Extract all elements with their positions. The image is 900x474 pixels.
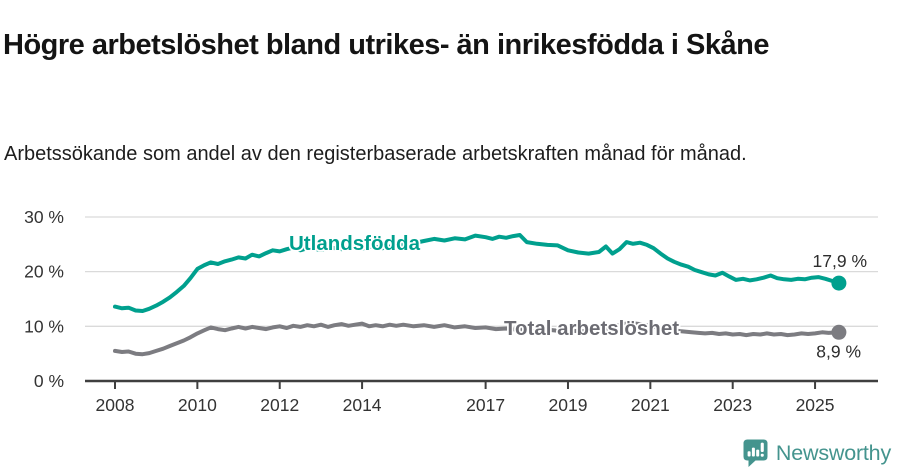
x-axis-tick-label: 2017 — [466, 395, 505, 415]
x-axis-tick-label: 2014 — [343, 395, 382, 415]
newsworthy-brand[interactable]: Newsworthy — [743, 439, 891, 468]
x-axis-tick-label: 2010 — [178, 395, 217, 415]
series-line-total — [113, 321, 841, 357]
series-line-utlandsfodda — [113, 233, 841, 313]
x-axis-tick-label: 2019 — [549, 395, 588, 415]
x-axis-tick-label: 2025 — [796, 395, 835, 415]
x-axis-tick-label: 2023 — [713, 395, 752, 415]
series-inline-label: Utlandsfödda — [289, 232, 421, 255]
series-end-value-label: 17,9 % — [813, 251, 867, 271]
series-end-dot — [831, 324, 847, 340]
chart-title: Högre arbetslöshet bland utrikes- än inr… — [3, 29, 769, 62]
x-axis-tick-label: 2021 — [631, 395, 670, 415]
y-axis-tick-label: 10 % — [24, 316, 64, 336]
series-inline-label: Total arbetslöshet — [504, 317, 679, 340]
x-axis-tick-label: 2008 — [96, 395, 135, 415]
x-axis-tick-label: 2012 — [260, 395, 299, 415]
y-axis-tick-label: 0 % — [34, 371, 64, 391]
chart-subtitle: Arbetssökande som andel av den registerb… — [4, 143, 747, 165]
brand-name-label: Newsworthy — [775, 441, 891, 465]
series-end-value-label: 8,9 % — [816, 341, 861, 361]
y-axis-tick-label: 30 % — [24, 207, 64, 227]
y-axis-tick-label: 20 % — [24, 262, 64, 282]
newsworthy-chart-bubble-icon — [743, 439, 768, 467]
series-end-dot — [831, 275, 847, 291]
unemployment-line-chart: 0 % 10 % 20 % 30 % 2008 2010 2012 2014 2017 2019 2… — [24, 207, 878, 415]
